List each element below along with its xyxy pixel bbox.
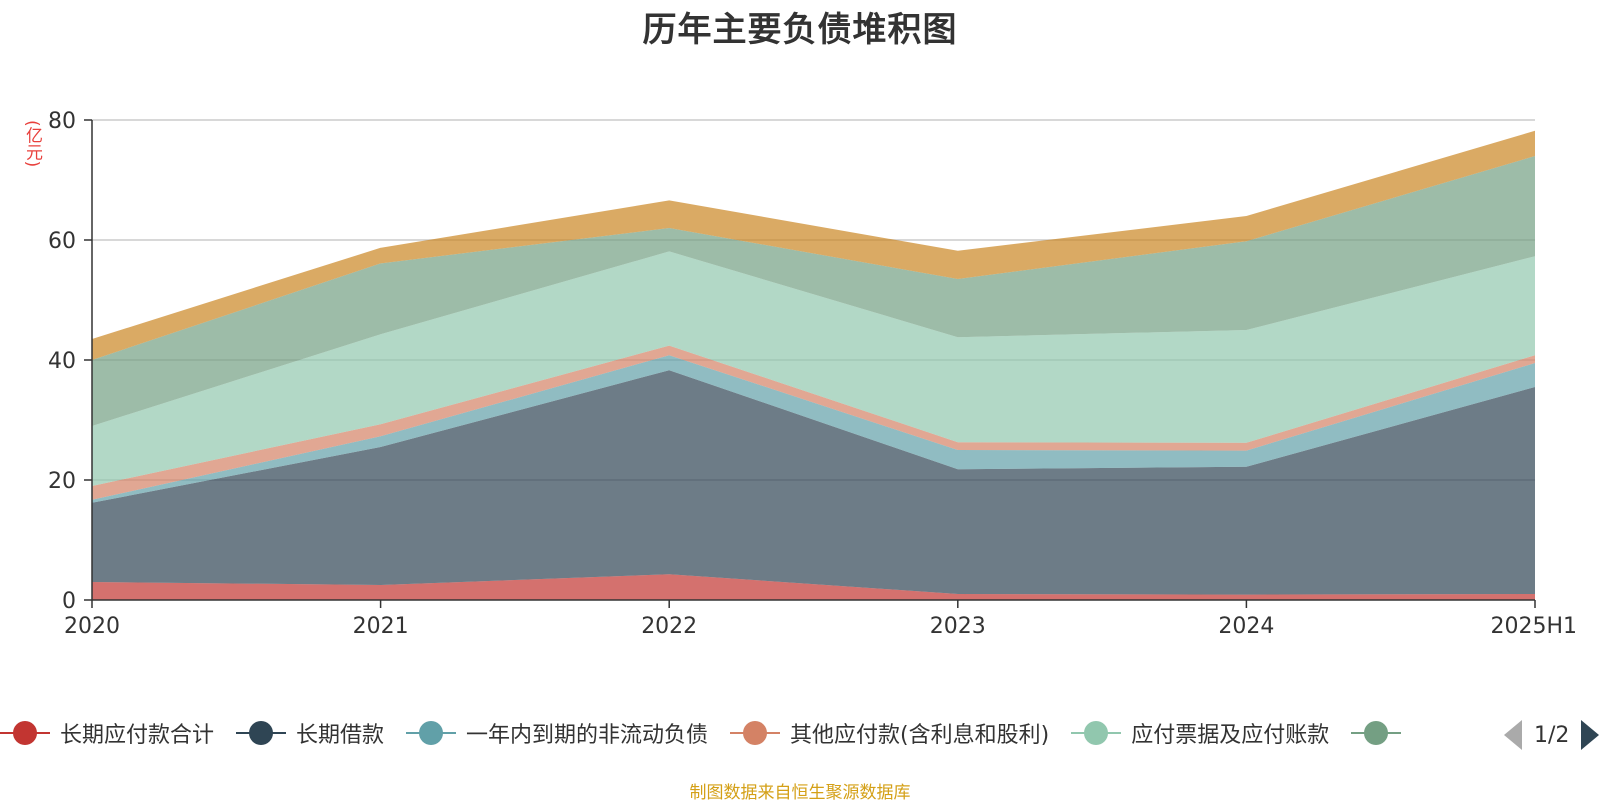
legend-label: 应付票据及应付账款: [1131, 723, 1330, 748]
legend-pager: 1/2: [1500, 718, 1600, 752]
area-series-3: [92, 355, 1535, 503]
y-tick-label: 0: [62, 589, 76, 614]
tick-labels: 0 20 40 60 80 2020 2021 2022 2023 2024 2025H1: [48, 109, 1577, 639]
x-tick-label: 2025H1: [1490, 614, 1577, 639]
x-tick-label: 2022: [641, 614, 697, 639]
legend-marker-icon: [1351, 720, 1402, 746]
area-series-7: [92, 130, 1535, 360]
legend-item[interactable]: [1351, 720, 1411, 746]
x-tick-label: 2021: [353, 614, 409, 639]
stacked-area-chart: 0 20 40 60 80 2020 2021 2022 2023 2024 2025H1: [48, 109, 1577, 639]
y-axis-unit-label: (亿元): [22, 120, 42, 168]
area-series-5: [92, 251, 1535, 486]
y-tick-label: 40: [48, 349, 76, 374]
axes: [84, 119, 1536, 608]
legend-next-page-icon[interactable]: [1581, 720, 1600, 750]
y-tick-label: 20: [48, 469, 76, 494]
legend-page-indicator: 1/2: [1534, 722, 1570, 748]
source-note: 制图数据来自恒生聚源数据库: [689, 783, 911, 803]
area-series-1: [92, 574, 1535, 600]
legend-item[interactable]: 其他应付款(含利息和股利): [730, 717, 1049, 749]
x-tick-label: 2024: [1218, 614, 1274, 639]
legend-marker-icon: [0, 720, 50, 746]
legend-marker-icon: [406, 720, 457, 746]
legend-label: 长期借款: [296, 723, 385, 748]
legend-label: 其他应付款(含利息和股利): [790, 723, 1050, 748]
legend-item[interactable]: 长期应付款合计: [0, 717, 214, 749]
legend-item[interactable]: 应付票据及应付账款: [1071, 717, 1329, 749]
x-tick-label: 2020: [64, 614, 120, 639]
legend-item[interactable]: 长期借款: [236, 717, 384, 749]
legend-prev-page-icon[interactable]: [1504, 720, 1522, 750]
y-tick-label: 60: [48, 229, 76, 254]
legend-marker-icon: [236, 720, 287, 746]
chart-title: 历年主要负债堆积图: [642, 10, 958, 50]
legend-item[interactable]: 一年内到期的非流动负债: [406, 717, 708, 749]
legend-label: 一年内到期的非流动负债: [466, 723, 709, 748]
area-series-6: [92, 156, 1535, 426]
legend-label: 长期应付款合计: [60, 723, 215, 748]
area-series: [92, 130, 1535, 600]
area-series-2: [92, 370, 1535, 595]
legend-marker-icon: [1071, 720, 1122, 746]
x-tick-label: 2023: [930, 614, 986, 639]
y-tick-label: 80: [48, 109, 76, 134]
legend-marker-icon: [730, 720, 781, 746]
legend: 长期应付款合计 长期借款 一年内到期的非流动负债 其他应付款(含利息和股利) 应付票据及…: [0, 715, 1600, 751]
